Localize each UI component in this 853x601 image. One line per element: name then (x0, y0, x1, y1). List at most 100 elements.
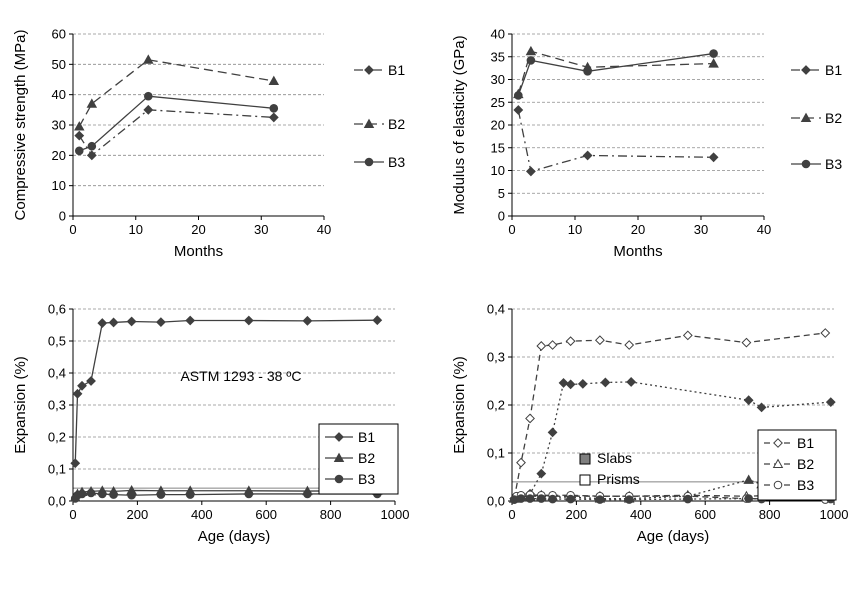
x-tick-label: 10 (129, 222, 143, 237)
data-point-b1 (185, 315, 196, 326)
data-point-b3 (683, 494, 693, 504)
legend-label: B1 (388, 62, 405, 78)
data-point-b3 (525, 494, 535, 503)
legend-label: B1 (358, 429, 375, 445)
slabs-swatch (579, 453, 591, 465)
data-point-b1 (97, 318, 108, 328)
data-point-b3 (98, 489, 107, 499)
y-tick-label: 20 (52, 148, 66, 163)
data-point-b2 (525, 45, 537, 56)
x-tick-label: 800 (759, 507, 781, 522)
chart-d: 0,0 0,1 0,2 0,3 0,4 0 200 400 600 800 1000 Age (day… (451, 302, 848, 546)
x-tick-label: 40 (757, 222, 771, 237)
data-point-b3 (77, 489, 87, 499)
y-axis-title: Expansion (%) (451, 356, 468, 454)
legend-marker (773, 480, 783, 490)
data-point-b3 (86, 488, 96, 498)
legend-marker (363, 118, 375, 129)
y-tick-label: 25 (491, 95, 505, 110)
data-point-b3 (744, 494, 753, 503)
data-point-b1 (525, 413, 535, 424)
y-tick-label: 0,2 (487, 398, 505, 413)
chart-c: 0,0 0,1 0,2 0,3 0,4 0,5 0,6 0 200 400 600 800 1000 Ag… (12, 302, 409, 546)
data-point-b1 (86, 150, 97, 161)
series-line-b2 (517, 50, 714, 95)
y-tick-label: 40 (52, 87, 66, 102)
legend-box (318, 423, 399, 495)
data-point-b1 (243, 315, 254, 326)
y-tick-label: 0,1 (487, 446, 505, 461)
y-axis-title: Compressive strength (MPa) (12, 30, 29, 221)
y-axis-title: Expansion (%) (12, 356, 29, 454)
data-point-b3 (583, 67, 592, 76)
y-tick-label: 0 (498, 209, 505, 224)
x-tick-label: 0 (69, 222, 76, 237)
series-line-b3 (79, 95, 274, 152)
legend-label: B3 (388, 154, 405, 170)
data-point-b2 (86, 98, 98, 108)
data-point-b1 (626, 377, 637, 387)
x-tick-label: 20 (631, 222, 645, 237)
legend-marker (772, 458, 784, 469)
y-tick-label: 30 (491, 72, 505, 87)
data-point-b1 (372, 315, 383, 326)
series-line-b2 (78, 59, 274, 127)
legend-label: B1 (797, 435, 814, 451)
y-tick-label: 0,2 (48, 430, 66, 445)
legend-marker (364, 65, 374, 75)
data-point-b1 (743, 395, 754, 406)
x-tick-label: 400 (630, 507, 652, 522)
data-point-b1 (513, 105, 524, 115)
y-tick-label: 0,3 (487, 350, 505, 365)
data-point-b1 (594, 335, 605, 346)
x-axis-title: Months (174, 243, 223, 260)
x-tick-label: 1000 (820, 507, 849, 522)
data-point-b3 (537, 494, 546, 503)
data-point-b3 (269, 104, 279, 113)
data-point-b1 (558, 378, 569, 388)
x-tick-label: 400 (191, 507, 213, 522)
legend-label: B3 (797, 477, 814, 493)
x-tick-label: 40 (317, 222, 331, 237)
y-tick-label: 0,3 (48, 398, 66, 413)
data-point-b3 (709, 49, 718, 58)
legend-marker (334, 432, 344, 442)
data-point-b1 (302, 315, 313, 326)
data-point-b3 (109, 490, 118, 499)
series-line-b3 (513, 494, 826, 501)
data-point-b1 (600, 377, 611, 388)
data-point-b1 (565, 336, 576, 347)
data-point-b2 (743, 474, 754, 484)
data-point-b1 (820, 328, 831, 338)
y-tick-label: 0,4 (487, 302, 505, 317)
data-point-b1 (525, 166, 536, 177)
legend-marker (801, 159, 811, 169)
data-point-b1 (126, 316, 137, 327)
series-line-b3 (517, 52, 714, 96)
legend-label: B2 (388, 116, 405, 132)
x-tick-label: 30 (694, 222, 708, 237)
x-tick-label: 600 (694, 507, 716, 522)
series-line-b2 (514, 479, 831, 500)
data-point-b1 (155, 317, 166, 328)
y-tick-label: 0 (59, 209, 66, 224)
data-point-b3 (303, 489, 312, 499)
data-point-b1 (708, 152, 719, 163)
data-point-b2 (74, 121, 85, 131)
x-axis-title: Age (days) (637, 528, 710, 545)
y-tick-label: 0,4 (48, 366, 66, 381)
chart-a: 0 10 20 30 40 50 60 0 10 20 30 40 Months Compressive … (12, 27, 405, 261)
y-tick-label: 0,0 (487, 494, 505, 509)
data-point-b1 (268, 112, 279, 123)
data-point-b3 (144, 91, 153, 101)
legend-label: B2 (358, 450, 375, 466)
slabs-label: Slabs (597, 450, 632, 466)
data-point-b3 (244, 489, 254, 499)
legend-marker (364, 157, 374, 167)
y-tick-label: 10 (491, 163, 505, 178)
y-tick-label: 0,0 (48, 494, 66, 509)
legend-marker (773, 438, 783, 448)
legend-label: B3 (825, 156, 842, 172)
series-line-b1 (78, 109, 274, 157)
